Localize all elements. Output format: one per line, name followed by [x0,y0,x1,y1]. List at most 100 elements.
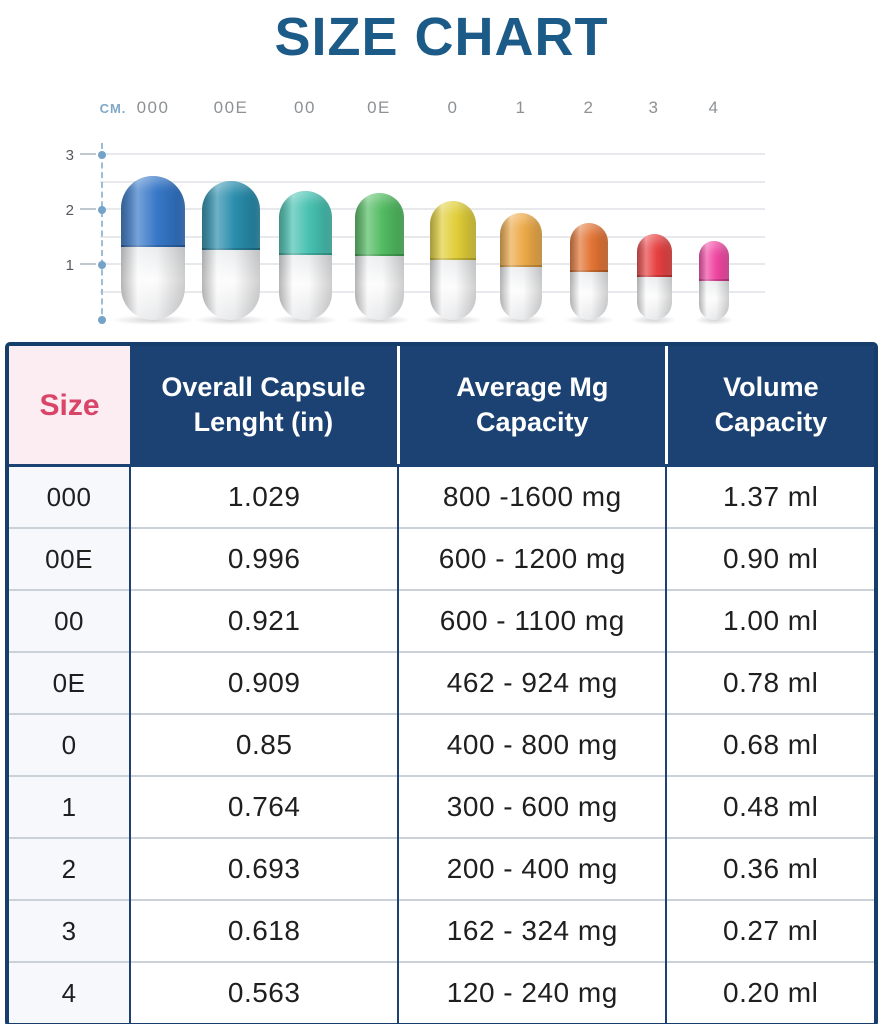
capsule-shadow [193,315,269,325]
capsule-label: 2 [583,98,595,117]
table-cell: 600 - 1200 mg [397,527,667,590]
capsule-0E [354,192,404,320]
table-cell: 1.37 ml [665,465,874,528]
size-table-frame: Size Overall Capsule Lenght (in) Average M… [5,342,878,1024]
table-header-row: Size Overall Capsule Lenght (in) Average M… [9,346,874,467]
capsule-cap [121,176,185,248]
capsule-label: 1 [515,98,527,117]
page-title: SIZE CHART [274,7,609,67]
table-cell: 0.68 ml [665,713,874,776]
table-cell: 462 - 924 mg [397,651,667,714]
table-cell: 0.996 [129,527,399,590]
size-table: Size Overall Capsule Lenght (in) Average M… [9,346,874,1023]
table-cell: 00E [9,527,132,590]
capsule-00 [278,191,332,320]
capsule-shadow [493,315,549,325]
capsule-cap [500,213,542,267]
capsule-label: 000 [136,98,170,117]
table-row: 00E 0.996 600 - 1200 mg 0.90 ml [9,527,874,590]
table-header-cell: Volume Capacity [664,346,874,467]
cm-axis-dot [98,316,106,324]
capsule-shadow [694,315,734,325]
capsule-body [354,255,404,320]
cm-tick-dash [80,263,96,265]
table-cell: 300 - 600 mg [397,775,667,838]
capsule-shadow [347,315,411,325]
table-header-cell: Overall Capsule Lenght (in) [130,346,399,467]
capsule-1 [500,213,542,320]
table-cell: 000 [9,465,132,528]
capsule-label: 0E [367,98,391,117]
table-cell: 0.693 [129,837,399,900]
cm-axis-label: CM. [99,101,127,116]
capsule-body [500,266,542,320]
table-header-cell: Average Mg Capacity [396,346,667,467]
table-cell: 400 - 800 mg [397,713,667,776]
capsule-shadow [631,315,677,325]
table-cell: 1 [9,775,132,838]
table-cell: 0.36 ml [665,837,874,900]
cm-axis-dot [98,261,106,269]
capsule-shadow [270,315,340,325]
capsule-body [699,281,729,320]
capsule-shadow [564,315,614,325]
table-cell: 0E [9,651,132,714]
table-row: 1 0.764 300 - 600 mg 0.48 ml [9,775,874,838]
table-cell: 0.909 [129,651,399,714]
capsule-label: 00 [294,98,316,117]
table-cell: 0.20 ml [665,961,874,1023]
table-row: 000 1.029 800 -1600 mg 1.37 ml [9,465,874,528]
table-cell: 120 - 240 mg [397,961,667,1023]
capsule-cap [570,223,608,272]
table-row: 3 0.618 162 - 324 mg 0.27 ml [9,899,874,962]
capsule-body [570,271,608,320]
capsule-label: 4 [708,98,720,117]
table-cell: 4 [9,961,132,1023]
table-cell: 0.921 [129,589,399,652]
table-row: 00 0.921 600 - 1100 mg 1.00 ml [9,589,874,652]
capsule-3 [636,233,672,320]
capsule-shadow [423,315,483,325]
capsule-cap [278,191,332,256]
capsule-2 [570,223,608,320]
capsule-shadow [111,315,195,325]
capsule-00E [202,180,260,320]
table-cell: 3 [9,899,132,962]
cm-gridline [100,153,765,155]
table-row: 2 0.693 200 - 400 mg 0.36 ml [9,837,874,900]
capsule-body [202,249,260,320]
capsule-body [636,277,672,320]
table-cell: 1.00 ml [665,589,874,652]
cm-gridline [100,208,765,210]
cm-tick-dash [80,208,96,210]
cm-tick-label: 1 [65,257,74,274]
capsule-cap [202,180,260,250]
table-cell: 2 [9,837,132,900]
cm-gridline [100,180,765,183]
capsule-body [278,255,332,320]
capsule-label: 00E [213,98,249,117]
table-cell: 1.029 [129,465,399,528]
capsule-0 [430,201,476,320]
table-cell: 162 - 324 mg [397,899,667,962]
capsule-label: 3 [648,98,660,117]
table-row: 0E 0.909 462 - 924 mg 0.78 ml [9,651,874,714]
table-cell: 0.618 [129,899,399,962]
cm-tick-label: 2 [65,202,74,219]
capsule-label: 0 [447,98,459,117]
table-cell: 00 [9,589,132,652]
capsule-cap [354,192,404,256]
table-cell: 0.78 ml [665,651,874,714]
capsule-000 [121,176,185,320]
table-cell: 800 -1600 mg [397,465,667,528]
table-row: 0 0.85 400 - 800 mg 0.68 ml [9,713,874,776]
table-header-cell: Size [9,346,131,467]
table-cell: 0 [9,713,132,776]
capsule-cap [636,233,672,278]
capsule-cap [699,241,729,282]
cm-tick-dash [80,153,96,155]
cm-axis-dot [98,151,106,159]
table-cell: 0.48 ml [665,775,874,838]
table-cell: 600 - 1100 mg [397,589,667,652]
